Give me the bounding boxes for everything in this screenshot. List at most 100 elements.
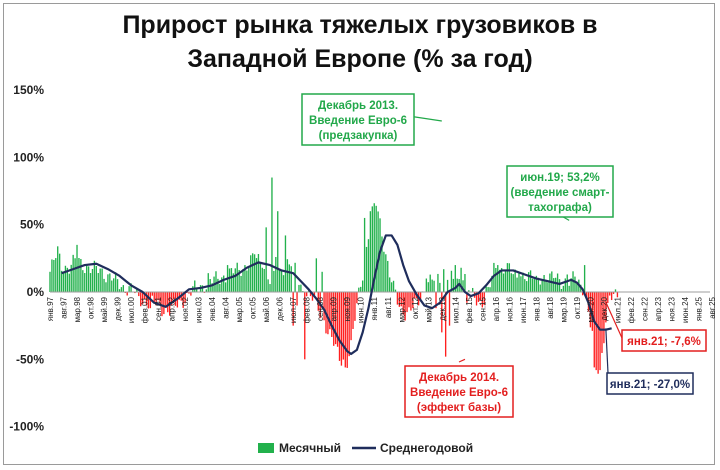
monthly-bar — [58, 253, 61, 292]
monthly-bar — [130, 283, 132, 292]
x-tick-label: сен.08 — [316, 296, 325, 321]
annotation-box — [404, 365, 514, 418]
monthly-bar — [566, 274, 568, 292]
monthly-bar — [516, 277, 518, 292]
monthly-bar — [433, 280, 435, 292]
chart-title-line-2: Западной Европе (% за год) — [187, 45, 533, 73]
monthly-bar — [614, 289, 617, 292]
monthly-bar — [491, 275, 493, 292]
monthly-bar — [545, 280, 547, 292]
annotation-text: июн.19; 53,2% — [520, 172, 599, 184]
monthly-bar — [172, 292, 175, 300]
monthly-bar — [271, 177, 273, 292]
monthly-bar — [257, 254, 260, 292]
monthly-bar — [443, 269, 445, 292]
monthly-bar — [497, 265, 499, 292]
x-tick-label: мар.98 — [73, 296, 82, 322]
monthly-bar — [350, 292, 352, 341]
monthly-bar — [238, 269, 240, 292]
x-tick-label: янв.11 — [370, 296, 379, 320]
x-tick-label: фев.15 — [465, 296, 474, 323]
monthly-bar — [207, 273, 209, 292]
monthly-bar — [331, 292, 333, 337]
x-tick-label: июл.07 — [289, 296, 298, 323]
monthly-bar — [120, 287, 123, 292]
monthly-bar — [412, 292, 414, 309]
monthly-bar — [143, 292, 146, 300]
monthly-bar — [62, 272, 65, 292]
monthly-bar — [344, 292, 346, 368]
y-tick-label: 150% — [13, 83, 44, 97]
monthly-bar — [182, 292, 184, 308]
monthly-bar — [356, 292, 358, 304]
monthly-bar — [103, 278, 105, 292]
monthly-bar — [450, 270, 453, 292]
monthly-bar — [427, 282, 429, 292]
monthly-bar — [479, 292, 482, 301]
x-tick-label: окт.98 — [87, 296, 96, 318]
x-tick-label: ноя.16 — [505, 296, 514, 321]
x-tick-label: май.99 — [100, 296, 109, 322]
monthly-bar — [147, 292, 150, 309]
monthly-bar — [385, 254, 387, 292]
x-tick-label: мар.19 — [559, 296, 568, 322]
monthly-bar — [165, 292, 167, 308]
monthly-bar — [535, 275, 538, 292]
monthly-bar — [122, 285, 125, 292]
x-tick-label: апр.23 — [654, 296, 663, 321]
monthly-bar — [452, 278, 455, 292]
monthly-bar — [64, 265, 67, 292]
x-tick-label: авг.11 — [384, 296, 393, 318]
monthly-bar — [574, 276, 576, 292]
monthly-bar — [282, 275, 285, 292]
monthly-bar — [288, 264, 290, 292]
annotation-text: тахографа) — [528, 202, 592, 214]
chart-title: Прирост рынка тяжелых грузовиков в Запад… — [60, 8, 660, 76]
monthly-bar — [300, 284, 302, 292]
monthly-bar — [358, 287, 360, 292]
monthly-bar — [605, 292, 607, 323]
monthly-bar — [163, 292, 165, 315]
monthly-bar — [508, 263, 511, 292]
monthly-bar — [140, 292, 142, 307]
monthly-bar — [55, 258, 57, 292]
monthly-bar — [159, 292, 161, 306]
monthly-bar — [609, 292, 611, 296]
monthly-bar — [402, 292, 404, 315]
monthly-bar — [599, 292, 601, 371]
monthly-bar — [367, 239, 370, 292]
monthly-bar — [113, 278, 115, 292]
monthly-bar — [383, 251, 385, 292]
monthly-bar — [539, 284, 541, 292]
monthly-bar — [414, 292, 416, 299]
monthly-bar — [502, 273, 505, 292]
monthly-bar — [315, 258, 318, 292]
x-tick-label: янв.18 — [532, 296, 541, 321]
monthly-bar — [240, 275, 242, 292]
monthly-bar — [472, 287, 474, 292]
monthly-bar — [558, 279, 561, 292]
x-tick-label: мар.12 — [397, 296, 406, 322]
monthly-bar — [217, 278, 219, 292]
monthly-bar — [151, 292, 153, 296]
monthly-bar — [259, 262, 262, 292]
x-tick-label: окт.12 — [411, 296, 420, 318]
monthly-bar — [194, 280, 196, 292]
monthly-bar — [128, 286, 130, 292]
x-tick-label: авг.25 — [708, 296, 717, 318]
x-tick-label: окт.05 — [249, 296, 258, 318]
monthly-bar — [365, 246, 368, 292]
monthly-bar — [236, 262, 238, 292]
monthly-bar — [514, 269, 516, 292]
monthly-bar — [369, 211, 372, 292]
monthly-bar — [541, 280, 543, 292]
monthly-bar — [446, 279, 449, 292]
legend-label-annual: Среднегодовой — [380, 441, 473, 455]
x-tick-label: сен.01 — [154, 296, 163, 321]
monthly-bar — [533, 279, 536, 292]
y-tick-label: 100% — [13, 150, 44, 164]
monthly-bar — [408, 292, 410, 308]
x-tick-label: апр.09 — [330, 296, 339, 321]
monthly-bar — [118, 289, 121, 292]
x-tick-label: дек.06 — [276, 296, 285, 320]
